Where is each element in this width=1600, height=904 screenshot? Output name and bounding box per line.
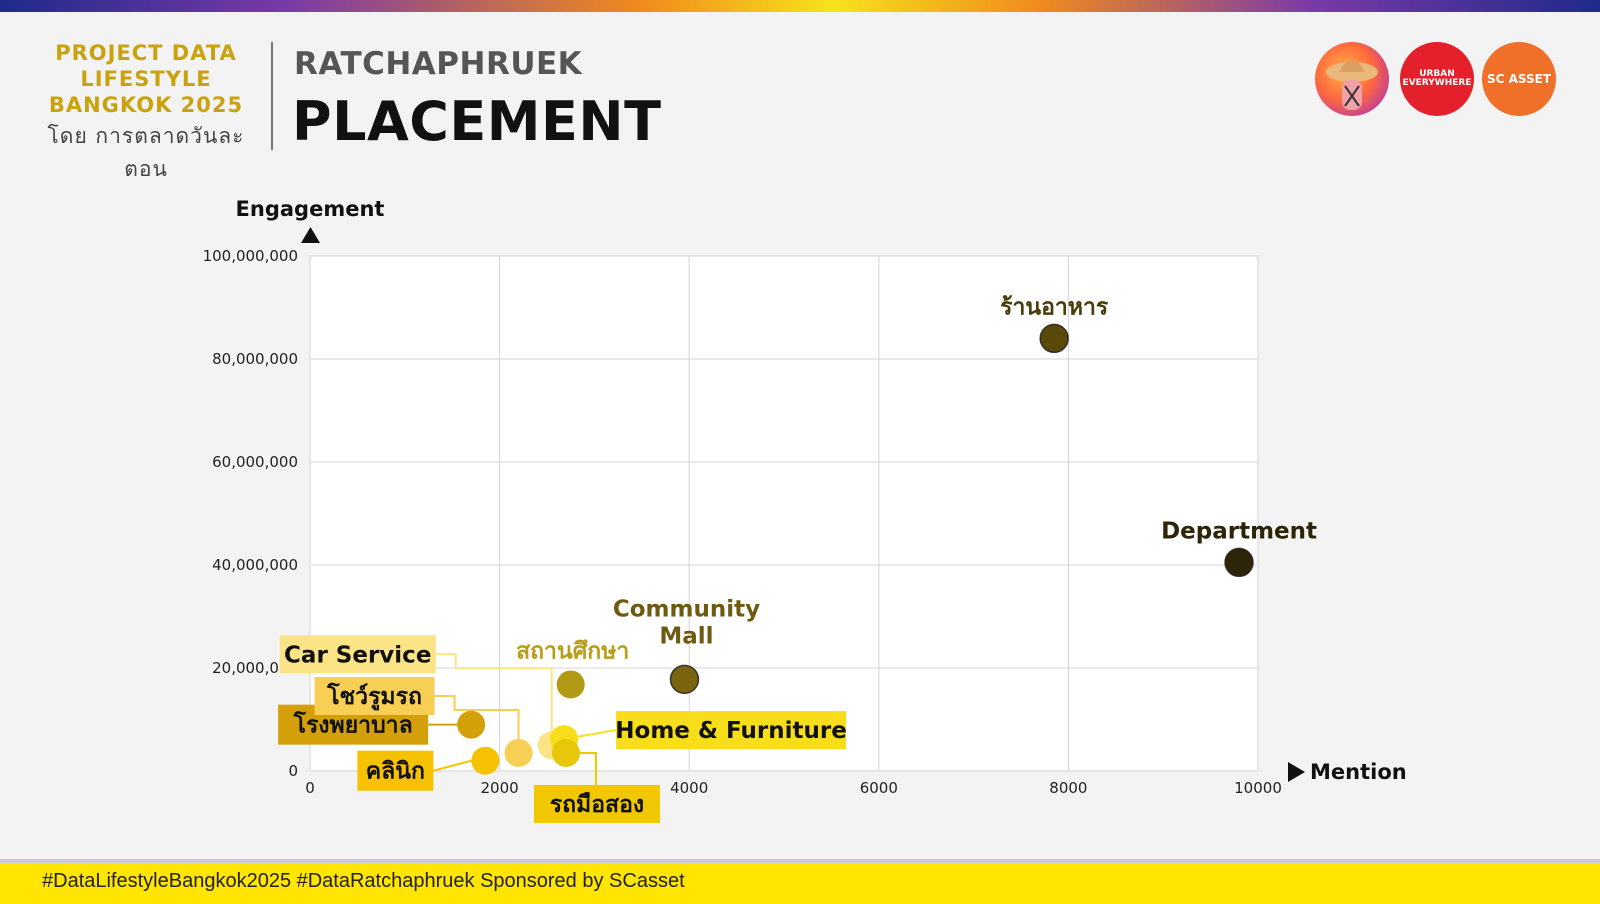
x-tick-label: 4000 (670, 779, 708, 797)
y-axis-arrow-icon (301, 227, 320, 243)
footer-bar: #DataLifestyleBangkok2025 #DataRatchaphr… (0, 859, 1600, 904)
data-point (669, 664, 700, 695)
x-tick-label: 8000 (1049, 779, 1087, 797)
point-label: Community (613, 596, 760, 622)
brand-line-1: PROJECT DATA (55, 41, 237, 65)
brand-line-3: BANGKOK 2025 (48, 93, 244, 117)
brand-logo-text: PROJECT DATA LIFESTYLE BANGKOK 2025 (28, 40, 264, 118)
y-tick-label: 80,000,000 (212, 350, 298, 368)
page-subtitle: RATCHAPHRUEK (294, 46, 583, 82)
urban-everywhere-logo-text: URBAN EVERYWHERE (1402, 69, 1472, 88)
sun-hat-person-icon (1315, 42, 1389, 116)
x-tick-label: 0 (305, 779, 315, 797)
point-label-tag (279, 635, 436, 674)
top-gradient-bar (0, 0, 1600, 12)
brand-line-2: LIFESTYLE (80, 67, 212, 91)
chart-points (457, 323, 1254, 775)
point-label-tag (357, 750, 434, 791)
y-tick-label: 20,000,000 (212, 659, 298, 677)
x-tick-label: 10000 (1234, 779, 1282, 797)
chart-ticks: 0 2000 4000 6000 8000 10000 0 20,000,000 40,000,… (203, 247, 1282, 797)
x-tick-label: 2000 (481, 779, 519, 797)
urban-everywhere-logo: URBAN EVERYWHERE (1400, 42, 1474, 116)
point-label: Mall (659, 623, 713, 649)
point-label-tag (314, 676, 435, 715)
x-axis-arrow-icon (1288, 762, 1305, 782)
brand-byline: โดย การตลาดวันละตอน (47, 124, 245, 181)
y-tick-label: 0 (288, 762, 298, 780)
chart-grid (309, 255, 1259, 772)
y-tick-label: 60,000,000 (212, 453, 298, 471)
sc-asset-logo-text: SC ASSET (1486, 72, 1552, 86)
x-tick-label: 6000 (860, 779, 898, 797)
point-label: โชว์รูมรถ (326, 682, 422, 711)
point-label: Department (1161, 518, 1317, 544)
leader-line (434, 694, 520, 753)
header-divider (271, 42, 273, 150)
data-point (1224, 547, 1254, 578)
point-label: Car Service (284, 642, 431, 668)
point-label-tag (616, 711, 847, 750)
footer-hashtags: #DataLifestyleBangkok2025 #DataRatchaphr… (42, 870, 685, 892)
point-label: รถมือสอง (550, 792, 644, 818)
point-label: สถานศึกษา (516, 638, 629, 664)
data-point (504, 738, 533, 767)
page-title: PLACEMENT (292, 90, 662, 153)
point-label: ร้านอาหาร (1000, 294, 1109, 320)
data-point (1039, 323, 1069, 354)
point-label-tag (533, 784, 660, 823)
plot-area (309, 255, 1259, 772)
point-label: โรงพยาบาล (293, 711, 413, 739)
y-axis-title: Engagement (236, 197, 385, 221)
data-point (551, 738, 580, 767)
point-label: คลินิก (366, 759, 425, 785)
x-axis-title: Mention (1310, 760, 1407, 784)
data-point (457, 710, 486, 739)
y-tick-label: 40,000,000 (212, 556, 298, 574)
leader-line (435, 653, 553, 746)
sc-asset-logo: SC ASSET (1482, 42, 1556, 116)
data-point (471, 746, 500, 775)
data-point (556, 670, 585, 699)
y-tick-label: 100,000,000 (203, 247, 298, 265)
point-label: Home & Furniture (615, 718, 847, 744)
